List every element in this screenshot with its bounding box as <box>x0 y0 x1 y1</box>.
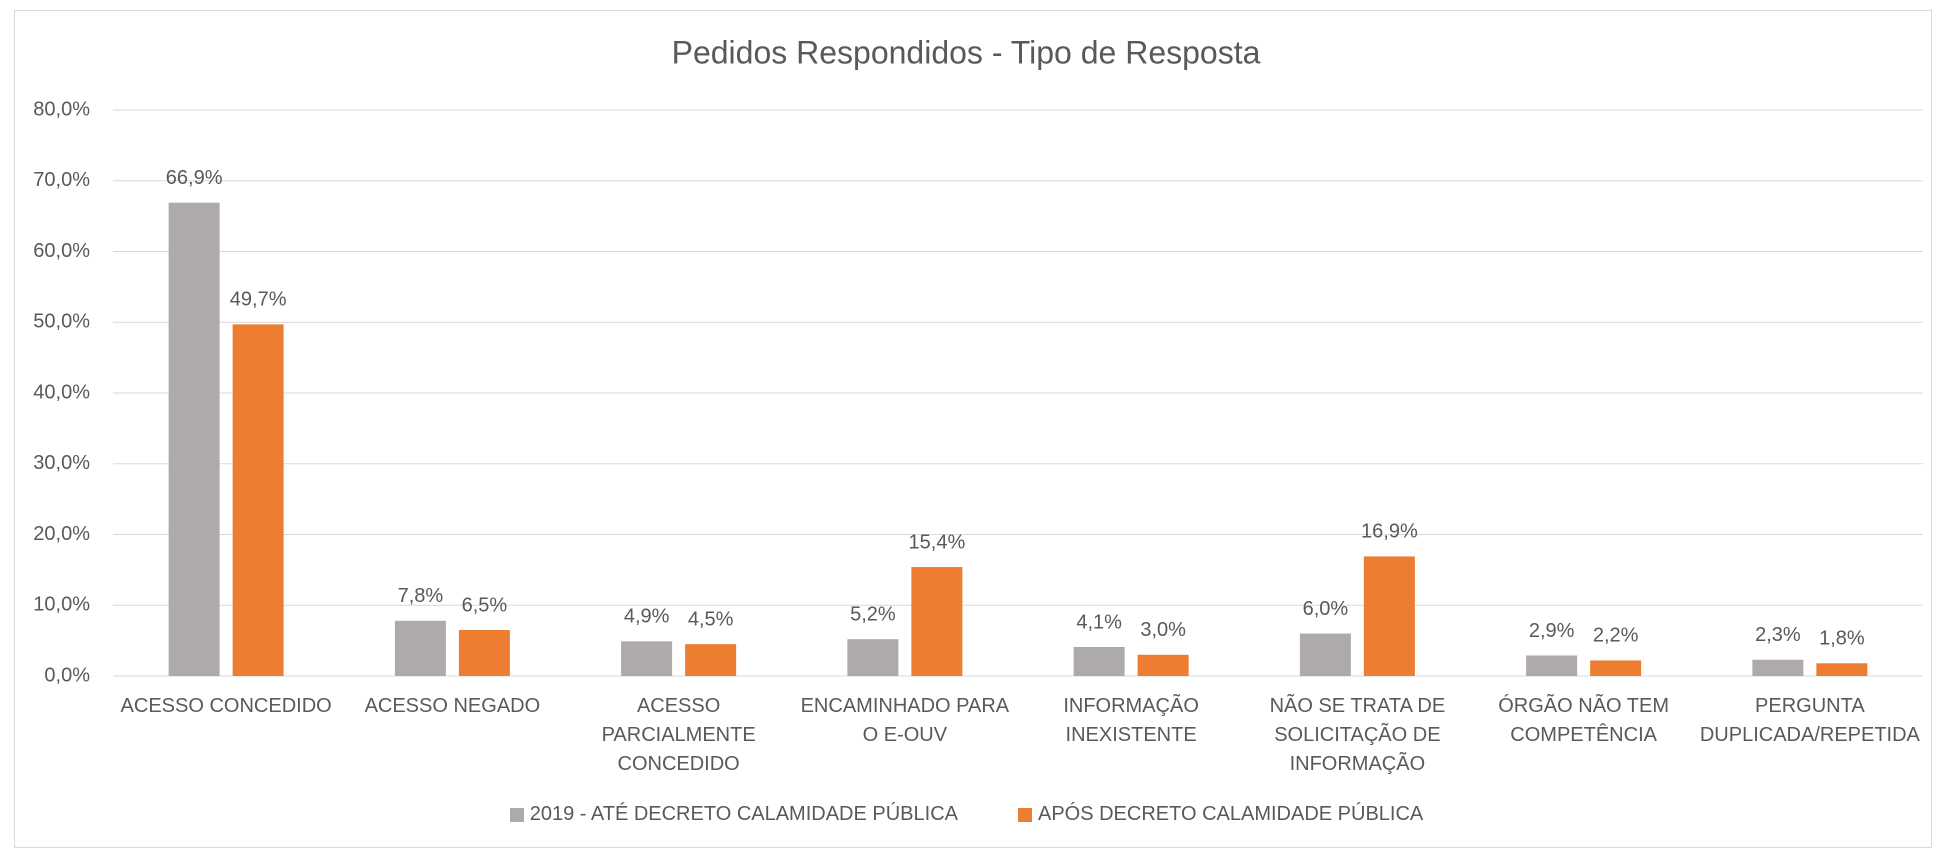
data-label: 5,2% <box>850 603 896 625</box>
y-tick-label: 10,0% <box>33 594 90 616</box>
y-tick-label: 60,0% <box>33 240 90 262</box>
bar <box>168 202 220 676</box>
x-tick-label: INFORMAÇÃO INEXISTENTE <box>1063 695 1199 746</box>
legend-item: 2019 - ATÉ DECRETO CALAMIDADE PÚBLICA <box>509 803 958 826</box>
bar <box>847 639 899 676</box>
data-label: 2,9% <box>1529 620 1575 642</box>
legend-label: 2019 - ATÉ DECRETO CALAMIDADE PÚBLICA <box>529 803 958 825</box>
bar <box>1137 654 1189 676</box>
bar <box>1752 659 1804 676</box>
data-label: 1,8% <box>1819 628 1865 650</box>
y-tick-label: 0,0% <box>44 664 90 686</box>
y-tick-label: 50,0% <box>33 311 90 333</box>
bar <box>1363 556 1415 676</box>
bar <box>394 620 446 676</box>
x-tick-label: NÃO SE TRATA DE SOLICITAÇÃO DE INFORMAÇÃ… <box>1269 695 1446 775</box>
y-tick-label: 20,0% <box>33 523 90 545</box>
bar <box>1073 646 1125 676</box>
data-label: 4,9% <box>624 606 670 628</box>
legend-item: APÓS DECRETO CALAMIDADE PÚBLICA <box>1017 803 1424 826</box>
legend-swatch <box>509 807 524 822</box>
data-label: 49,7% <box>230 289 287 311</box>
bar <box>1299 633 1351 676</box>
legend: 2019 - ATÉ DECRETO CALAMIDADE PÚBLICA APÓ… <box>0 803 1933 826</box>
chart-frame <box>14 10 1932 848</box>
data-label: 15,4% <box>909 531 966 553</box>
x-tick-label: ÓRGÃO NÃO TEM COMPETÊNCIA <box>1498 695 1669 746</box>
bar <box>1590 660 1642 676</box>
bar <box>458 630 510 676</box>
data-label: 7,8% <box>398 585 444 607</box>
data-label: 2,3% <box>1755 624 1801 646</box>
x-tick-label: ACESSO CONCEDIDO <box>120 695 332 717</box>
y-tick-label: 30,0% <box>33 452 90 474</box>
x-tick-label: ENCAMINHADO PARA O E-OUV <box>800 695 1010 746</box>
bar <box>621 641 673 676</box>
data-label: 6,0% <box>1303 598 1349 620</box>
bar <box>1526 655 1578 676</box>
bar <box>685 644 737 676</box>
chart-title: Pedidos Respondidos - Tipo de Resposta <box>672 34 1261 70</box>
data-label: 66,9% <box>166 167 223 189</box>
x-tick-label: ACESSO NEGADO <box>364 695 541 717</box>
legend-swatch <box>1017 807 1032 822</box>
data-label: 4,5% <box>688 608 734 630</box>
data-label: 3,0% <box>1140 619 1186 641</box>
bar <box>232 324 284 676</box>
data-label: 16,9% <box>1361 521 1418 543</box>
data-label: 6,5% <box>462 594 508 616</box>
bar <box>1816 663 1868 676</box>
data-label: 2,2% <box>1593 625 1639 647</box>
y-tick-label: 40,0% <box>33 381 90 403</box>
bar <box>911 567 963 676</box>
data-label: 4,1% <box>1076 611 1122 633</box>
y-tick-label: 70,0% <box>33 169 90 191</box>
x-tick-label: ACESSO PARCIALMENTE CONCEDIDO <box>601 695 756 775</box>
legend-label: APÓS DECRETO CALAMIDADE PÚBLICA <box>1037 803 1424 825</box>
y-tick-label: 80,0% <box>33 98 90 120</box>
x-tick-label: PERGUNTA DUPLICADA/REPETIDA <box>1699 695 1920 746</box>
